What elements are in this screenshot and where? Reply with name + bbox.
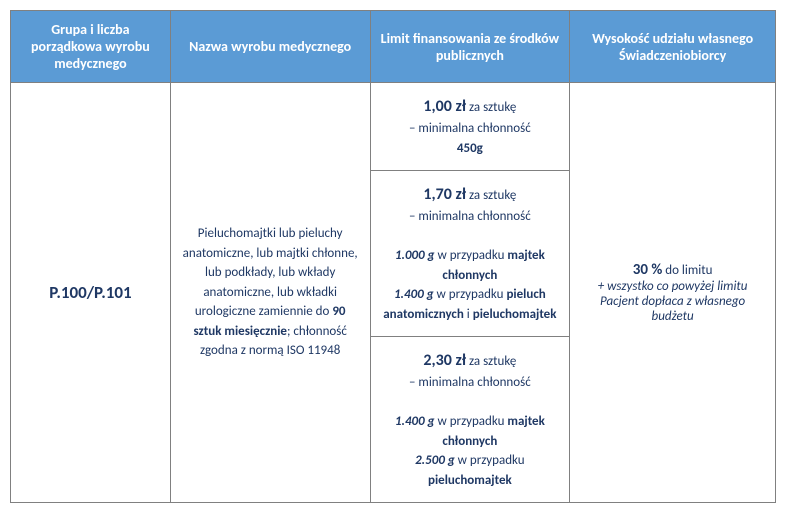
cell-copay: 30 % do limitu + wszystko co powyżej lim…	[570, 83, 776, 503]
tier1-bold: 450g	[457, 141, 483, 156]
reimbursement-table: Grupa i liczba porządkowa wyrobu medyczn…	[10, 10, 776, 503]
tier1-per: za sztukę	[466, 100, 516, 115]
tier3-d2-val: 2.500 g	[415, 453, 455, 468]
tier3-d1-txt: w przypadku	[435, 414, 508, 429]
table-row: P.100/P.101 Pieluchomajtki lub pieluchy …	[11, 83, 776, 171]
tier3-d1-val: 1.400 g	[395, 414, 435, 429]
cell-tier-1: 1,00 zł za sztukę – minimalna chłonność …	[370, 83, 570, 171]
header-copay: Wysokość udziału własnego Świadczeniobio…	[570, 11, 776, 83]
tier3-price: 2,30 zł	[423, 351, 466, 370]
tier3-line: – minimalna chłonność	[409, 375, 531, 390]
copay-note: + wszystko co powyżej limitu Pacjent dop…	[598, 279, 748, 324]
tier2-d1-txt: w przypadku	[435, 248, 508, 263]
copay-pct-txt: do limitu	[662, 263, 712, 278]
tier2-price: 1,70 zł	[423, 185, 466, 204]
cell-tier-3: 2,30 zł za sztukę – minimalna chłonność …	[370, 337, 570, 503]
header-product: Nazwa wyrobu medycznego	[170, 11, 370, 83]
tier1-line: – minimalna chłonność	[409, 121, 531, 136]
header-limit: Limit finansowania ze środków publicznyc…	[370, 11, 570, 83]
header-row: Grupa i liczba porządkowa wyrobu medyczn…	[11, 11, 776, 83]
cell-description: Pieluchomajtki lub pieluchy anatomiczne,…	[170, 83, 370, 503]
header-group: Grupa i liczba porządkowa wyrobu medyczn…	[11, 11, 171, 83]
tier3-d2-bold: pieluchomajtek	[428, 473, 512, 488]
tier3-d2-txt: w przypadku	[455, 453, 525, 468]
product-code: P.100/P.101	[49, 282, 131, 303]
copay-pct: 30 %	[633, 261, 663, 279]
cell-code: P.100/P.101	[11, 83, 171, 503]
tier2-d2-txt: w przypadku	[434, 287, 507, 302]
tier2-d2-and: i	[464, 307, 473, 322]
tier3-per: za sztukę	[466, 354, 516, 369]
tier2-per: za sztukę	[466, 188, 516, 203]
tier2-d2-bold2: pieluchomajtek	[473, 307, 557, 322]
cell-tier-2: 1,70 zł za sztukę – minimalna chłonność …	[370, 171, 570, 337]
tier1-price: 1,00 zł	[423, 97, 466, 116]
tier2-line: – minimalna chłonność	[409, 209, 531, 224]
tier2-d2-val: 1.400 g	[394, 287, 434, 302]
tier2-d1-val: 1.000 g	[395, 248, 435, 263]
